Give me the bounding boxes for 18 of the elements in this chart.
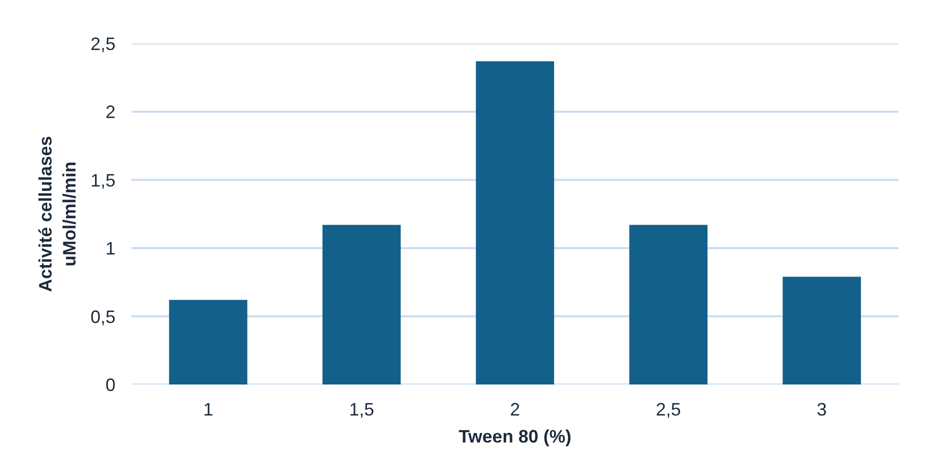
y-axis-title: Activité cellulases uMol/ml/min	[35, 136, 80, 292]
bar	[782, 276, 861, 384]
x-tick-label: 2	[510, 400, 520, 420]
x-tick-label: 1,5	[349, 400, 374, 420]
x-tick-label: 3	[816, 400, 827, 420]
y-tick-label: 2	[105, 102, 116, 122]
x-tick-label: 1	[203, 400, 214, 420]
x-tick-label: 2,5	[656, 400, 681, 420]
bar	[322, 224, 401, 384]
x-axis-title: Tween 80 (%)	[458, 426, 572, 446]
bar	[476, 61, 554, 384]
y-tick-label: 0	[105, 375, 116, 395]
y-tick-label: 1	[105, 238, 116, 259]
y-tick-label: 0,5	[90, 306, 116, 327]
bar	[169, 300, 248, 384]
y-tick-label: 1,5	[90, 170, 116, 190]
bar	[629, 224, 708, 384]
y-tick-label: 2,5	[90, 34, 116, 54]
